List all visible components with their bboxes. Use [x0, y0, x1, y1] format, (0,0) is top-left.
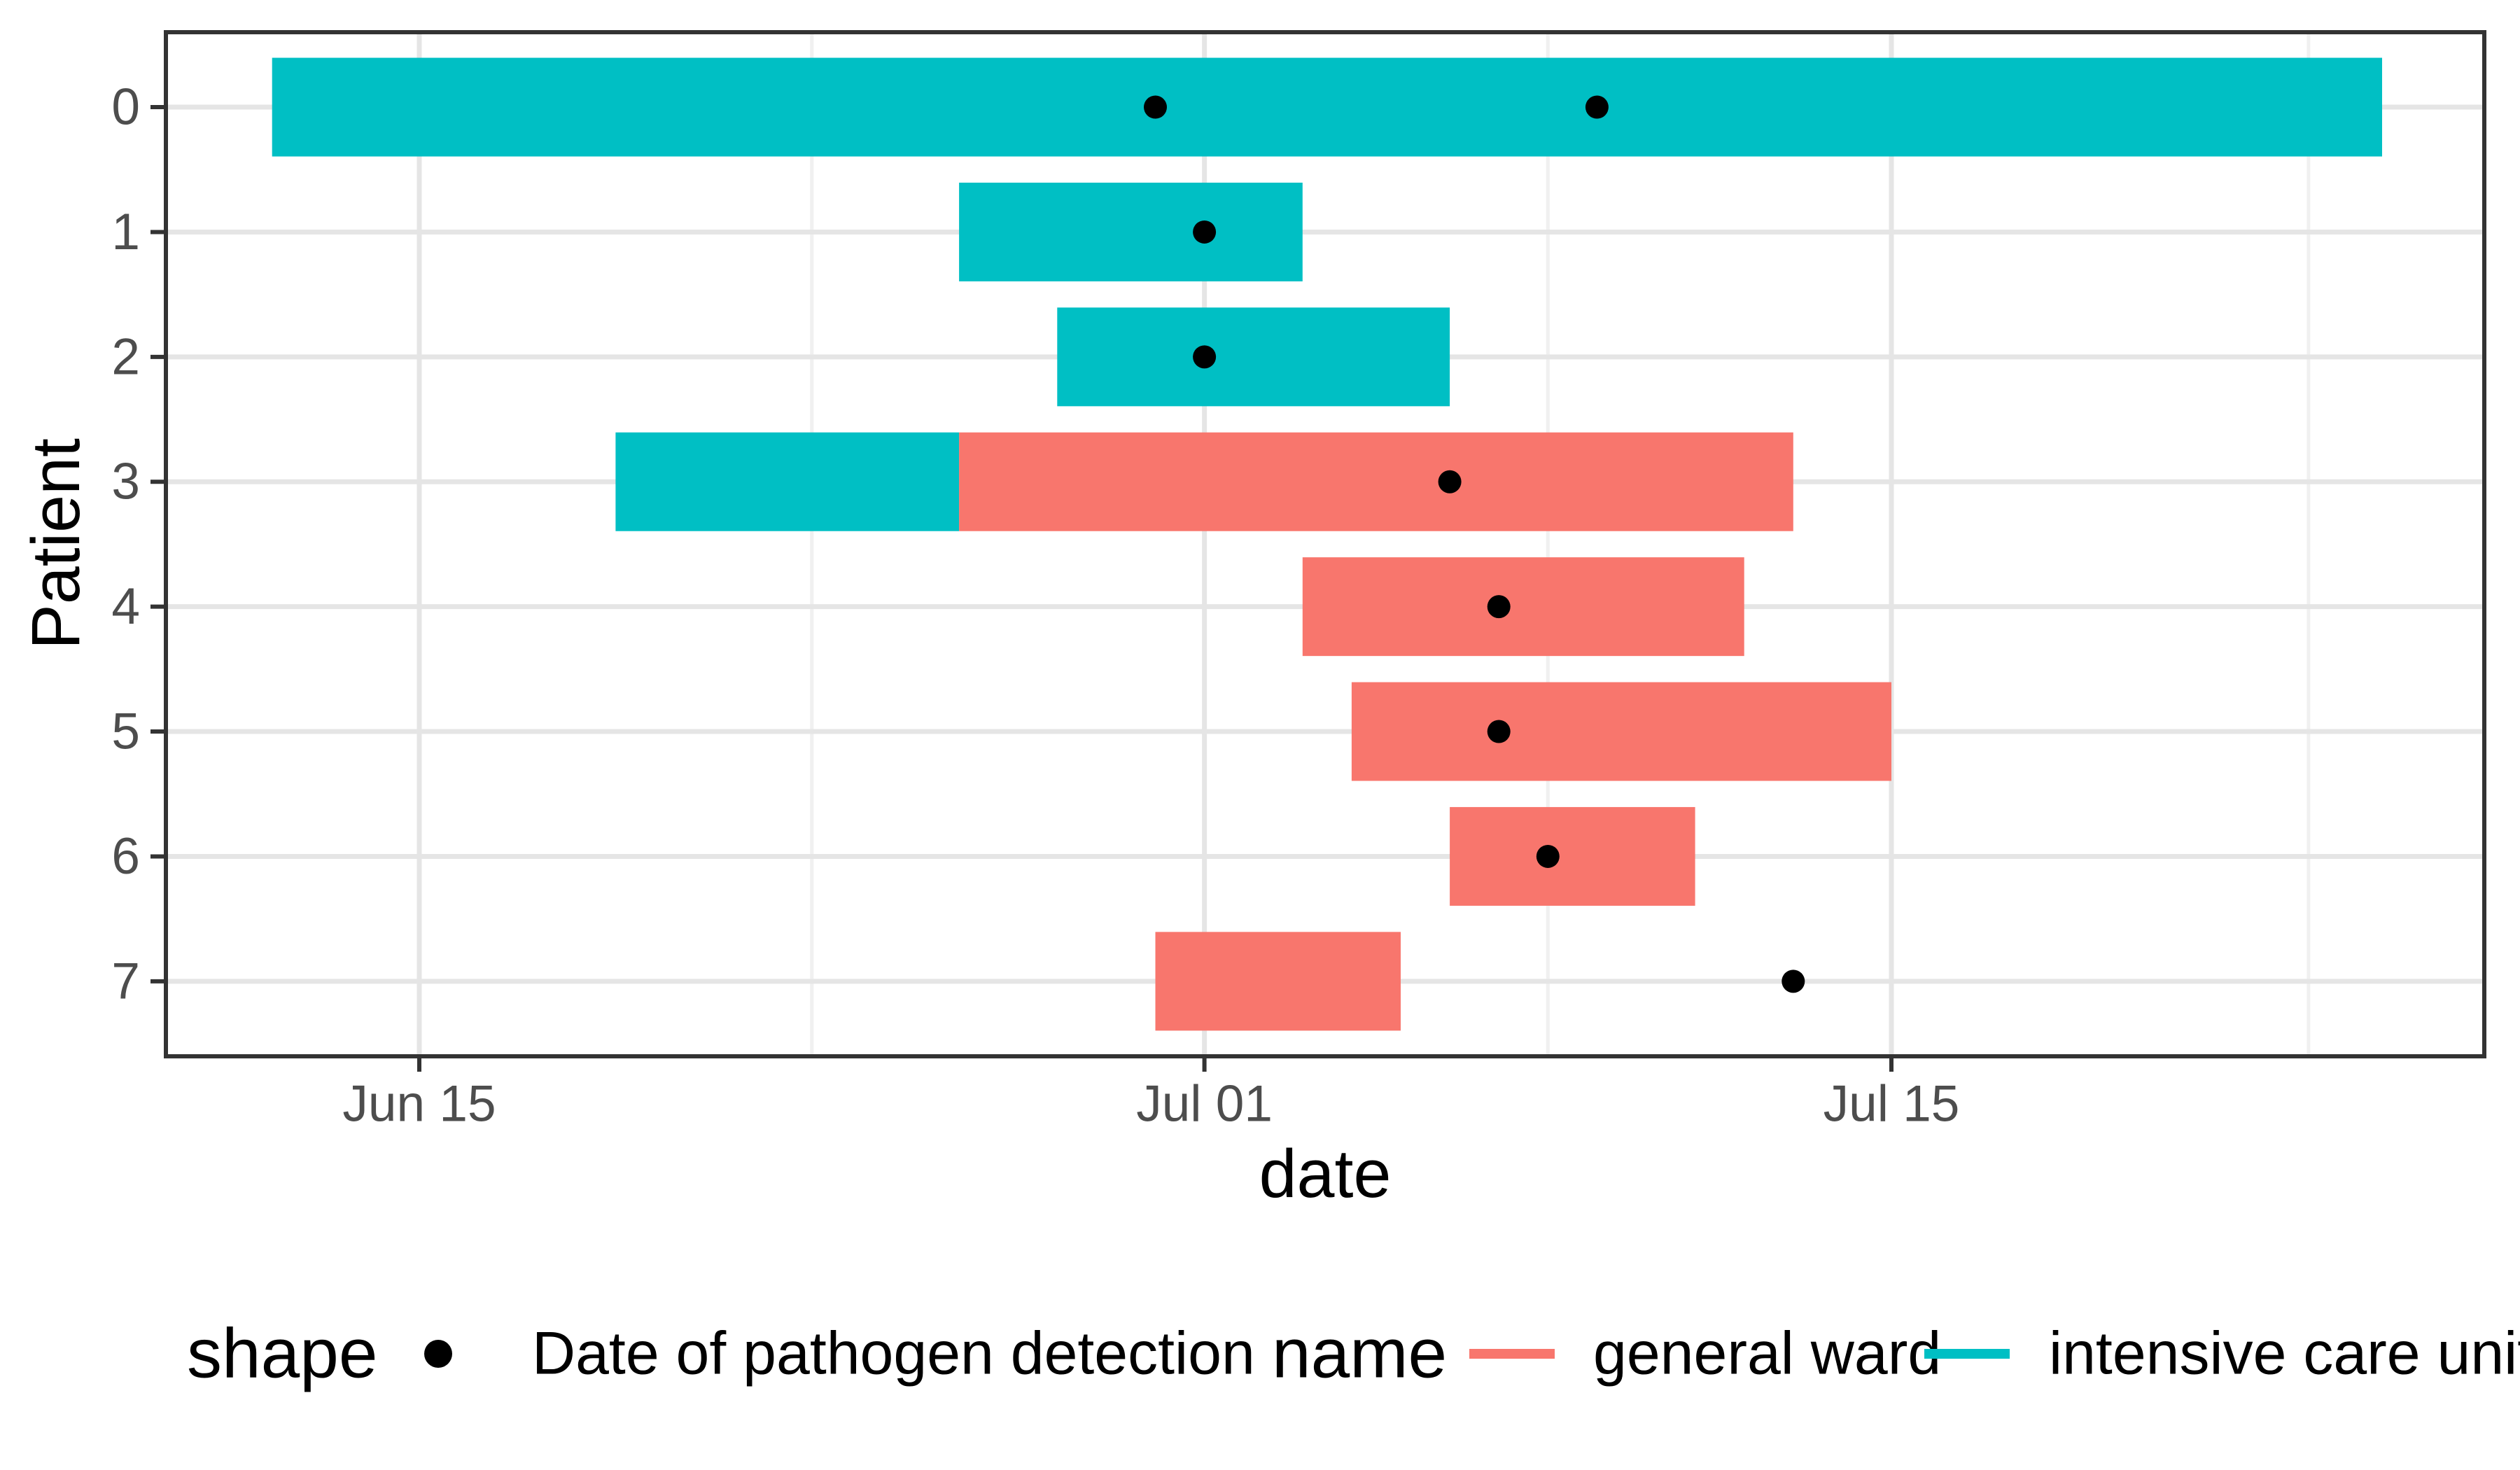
y-tick-label: 0	[111, 79, 140, 136]
legend-item-general-ward: general ward	[1593, 1320, 1942, 1387]
detection-dot	[1144, 95, 1167, 119]
x-tick-label: Jul 15	[1823, 1076, 1960, 1133]
stay-bar-general-ward	[1155, 932, 1401, 1031]
stay-bar-intensive-care-unit	[1057, 307, 1450, 407]
y-tick-label: 5	[111, 704, 140, 760]
stay-bar-general-ward	[959, 432, 1793, 531]
legend-shape-item-label: Date of pathogen detection	[532, 1320, 1255, 1387]
intensive-care-unit-line-icon	[1924, 1349, 2010, 1359]
general-ward-line-icon	[1469, 1349, 1555, 1359]
y-tick-label: 3	[111, 454, 140, 510]
detection-dot	[1585, 95, 1609, 119]
detection-dot	[1536, 844, 1560, 868]
stay-bar-intensive-care-unit	[615, 432, 960, 531]
panel-border	[164, 30, 2486, 1058]
detection-dot	[1193, 220, 1217, 244]
detection-dot-legend-icon	[424, 1340, 452, 1368]
x-axis-title: date	[1259, 1135, 1392, 1212]
y-tick-label: 7	[111, 953, 140, 1009]
x-tick-label: Jul 01	[1136, 1076, 1273, 1133]
y-tick-label: 4	[111, 578, 140, 635]
y-axis-title: Patient	[18, 438, 94, 650]
y-tick-label: 2	[111, 328, 140, 385]
y-tick-label: 6	[111, 828, 140, 885]
detection-dot	[1782, 969, 1805, 993]
detection-dot	[1193, 345, 1217, 369]
detection-dot	[1487, 595, 1511, 619]
x-tick-label: Jun 15	[342, 1076, 496, 1133]
stay-bar-general-ward	[1302, 557, 1744, 657]
detection-dot	[1438, 470, 1462, 493]
legend-item-intensive-care-unit: intensive care unit	[2049, 1320, 2520, 1387]
stay-bar-general-ward	[1450, 806, 1695, 906]
stay-bar-general-ward	[1351, 682, 1891, 781]
legend-name-title: name	[1272, 1314, 1448, 1393]
legend-shape-title: shape	[187, 1314, 378, 1393]
stay-bar-intensive-care-unit	[272, 57, 2383, 157]
y-tick-label: 1	[111, 204, 140, 260]
detection-dot	[1487, 720, 1511, 743]
stay-bar-intensive-care-unit	[959, 182, 1303, 281]
